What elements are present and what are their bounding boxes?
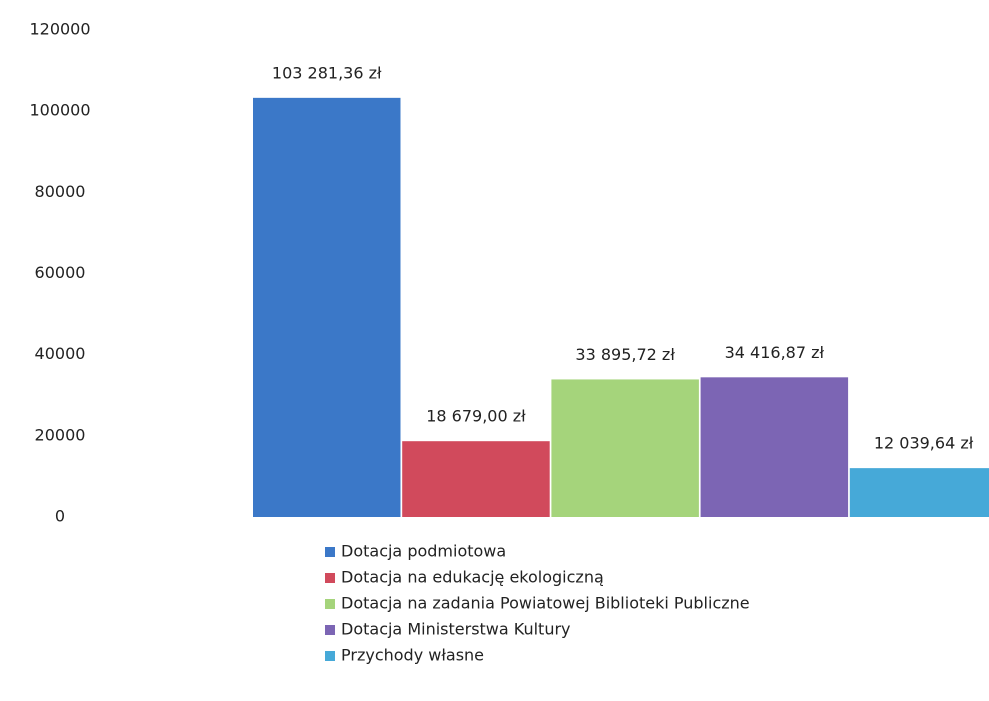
bar (700, 377, 849, 517)
legend-marker (325, 651, 335, 661)
y-tick-label: 80000 (35, 182, 86, 201)
legend-label: Dotacja na zadania Powiatowej Biblioteki… (341, 594, 750, 613)
y-tick-label: 20000 (35, 425, 86, 444)
bar (402, 441, 550, 517)
value-label: 33 895,72 zł (575, 345, 675, 364)
legend-label: Dotacja podmiotowa (341, 542, 506, 561)
value-label: 34 416,87 zł (725, 343, 825, 362)
y-tick-label: 100000 (29, 101, 90, 120)
value-label: 103 281,36 zł (272, 63, 382, 82)
value-label: 12 039,64 zł (874, 434, 974, 453)
value-label: 18 679,00 zł (426, 407, 526, 426)
legend-marker (325, 599, 335, 609)
legend-marker (325, 547, 335, 557)
legend-label: Dotacja Ministerstwa Kultury (341, 620, 571, 639)
bar (253, 97, 401, 517)
legend-marker (325, 573, 335, 583)
bar (551, 379, 699, 517)
y-tick-label: 60000 (35, 263, 86, 282)
bar (849, 468, 989, 517)
y-tick-label: 120000 (29, 20, 90, 39)
y-tick-label: 0 (55, 507, 65, 526)
legend-label: Dotacja na edukację ekologiczną (341, 568, 604, 587)
y-tick-label: 40000 (35, 344, 86, 363)
legend-label: Przychody własne (341, 646, 484, 665)
legend-marker (325, 625, 335, 635)
